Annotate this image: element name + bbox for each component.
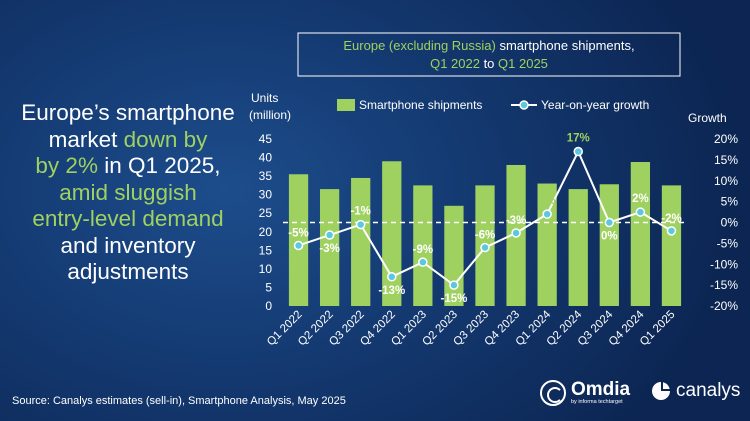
legend: Smartphone shipments Year-on-year growth <box>337 98 649 112</box>
y-right-label: Growth <box>688 111 727 125</box>
canalys-logo-name: canalys <box>676 380 741 401</box>
y-left-tick-label: 40 <box>259 151 273 165</box>
growth-value-label: 2% <box>539 195 556 207</box>
y-left-tick-label: 0 <box>265 299 272 313</box>
headline-line1: Europe’s smartphone <box>21 100 235 125</box>
legend-bar-swatch <box>337 99 355 111</box>
growth-marker <box>387 272 397 282</box>
growth-value-label: -13% <box>378 285 405 297</box>
bar-q1-2023 <box>413 185 433 306</box>
growth-marker <box>542 209 552 219</box>
omdia-logo-name: Omdia <box>571 379 631 400</box>
bar-q2-2022 <box>319 189 340 306</box>
headline-line3a: by 2% <box>35 153 98 178</box>
growth-value-label: -6% <box>475 230 495 242</box>
y-left-tick-label: 30 <box>259 188 273 202</box>
growth-value-label: 17% <box>567 133 590 145</box>
y-right-tick-label: 5% <box>721 195 739 209</box>
bar-q1-2022 <box>288 174 309 306</box>
bar-q4-2024 <box>630 162 651 306</box>
chart-title-box <box>297 32 681 77</box>
growth-marker <box>573 146 583 157</box>
y-left-tick-label: 15 <box>259 243 273 257</box>
y-right-ticks: -20% -15% -10% -5% 0% 5% 10% 15% 20% <box>710 132 738 313</box>
bar-q1-2025 <box>661 185 682 306</box>
growth-value-label: 0% <box>601 231 618 243</box>
growth-marker <box>604 217 615 228</box>
bar-q1-2024 <box>537 183 557 306</box>
y-left-tick-label: 25 <box>259 206 273 220</box>
growth-value-label: -2% <box>661 213 681 225</box>
headline-line2a: market <box>48 126 124 152</box>
y-right-tick-label: -15% <box>710 278 738 292</box>
growth-marker <box>449 280 459 290</box>
headline-line3b: in Q1 2025, <box>97 153 221 178</box>
growth-value-label: 2% <box>632 193 649 205</box>
headline: Europe’s smartphone market down by by 2%… <box>12 100 244 286</box>
chart-title-line2: Q1 2022 to Q1 2025 <box>430 56 548 71</box>
growth-value-label: -5% <box>288 227 308 239</box>
growth-marker <box>418 257 428 267</box>
y-left-tick-label: 10 <box>259 262 273 276</box>
growth-marker <box>355 219 366 230</box>
headline-line4: amid sluggish <box>59 179 197 205</box>
growth-marker <box>635 207 646 217</box>
headline-line5: entry-level demand <box>32 206 224 231</box>
y-left-tick-label: 45 <box>259 132 273 146</box>
canalys-logo-icon <box>652 382 670 400</box>
legend-line-marker <box>519 100 529 110</box>
y-left-ticks: 0 5 10 15 20 25 30 35 40 45 <box>259 132 273 313</box>
y-left-tick-label: 5 <box>265 280 272 294</box>
y-left-label-line1: Units <box>251 91 278 105</box>
growth-value-label: -9% <box>413 244 433 256</box>
legend-line-label: Year-on-year growth <box>541 98 649 112</box>
bar-q3-2022 <box>351 177 371 306</box>
growth-value-label: -3% <box>319 243 339 255</box>
growth-value-label: -15% <box>440 293 467 305</box>
y-left-label-line2: (million) <box>249 108 291 122</box>
y-right-tick-label: 20% <box>714 132 738 146</box>
omdia-logo-icon <box>540 380 566 406</box>
omdia-logo: Omdia by informa techtarget <box>540 380 630 406</box>
growth-value-label: -1% <box>350 206 370 218</box>
growth-marker <box>666 226 677 236</box>
growth-marker <box>293 240 304 251</box>
y-right-tick-label: 0% <box>721 216 739 230</box>
bar-q3-2024 <box>599 184 619 306</box>
legend-bar-label: Smartphone shipments <box>359 98 482 112</box>
y-right-tick-label: -10% <box>710 257 738 271</box>
canalys-logo: canalys <box>650 380 740 402</box>
omdia-logo-sub: by informa techtarget <box>571 399 623 405</box>
y-right-tick-label: 10% <box>714 174 738 188</box>
headline-line2b: down by <box>123 126 208 152</box>
growth-marker <box>511 228 521 238</box>
headline-line7: adjustments <box>67 259 189 284</box>
y-left-tick-label: 20 <box>259 225 273 239</box>
y-left-tick-label: 35 <box>259 169 273 183</box>
growth-marker <box>480 242 490 253</box>
growth-markers <box>293 146 677 290</box>
y-right-tick-label: -5% <box>717 236 739 250</box>
growth-value-label: -3% <box>506 215 526 227</box>
growth-marker <box>324 230 335 240</box>
bar-q2-2023 <box>444 205 464 306</box>
bar-q2-2024 <box>568 189 588 306</box>
headline-line6: and inventory <box>60 232 196 258</box>
y-right-tick-label: -20% <box>710 299 738 313</box>
y-right-tick-label: 15% <box>714 153 738 167</box>
growth-labels: -5% -3% -1% -13% -9% -15% -6% -3% 2% 17% 0% 2% -2% <box>288 133 681 306</box>
chart-title-line1: Europe (excluding Russia) smartphone shi… <box>343 38 634 53</box>
source-note: Source: Canalys estimates (sell-in), Sma… <box>12 395 346 407</box>
